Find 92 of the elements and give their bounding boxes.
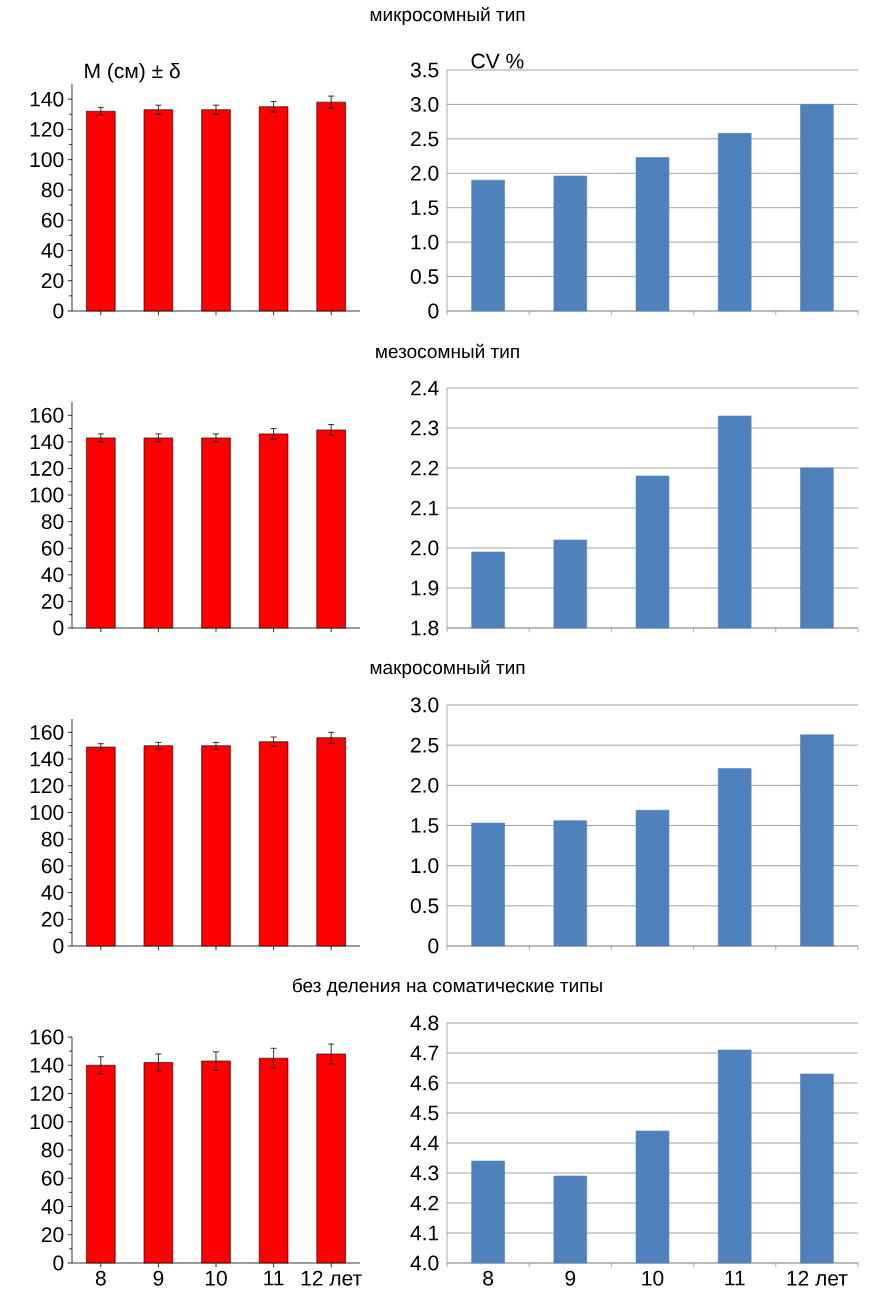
- y-tick-label: 4.7: [410, 1045, 439, 1061]
- x-tick-label: 10: [205, 1270, 227, 1286]
- y-tick-label: 40: [41, 243, 64, 258]
- y-tick-label: 3.5: [410, 62, 439, 78]
- chart-title: макросомный тип: [370, 659, 525, 679]
- bar: [471, 822, 505, 947]
- y-tick-label: 20: [41, 1227, 64, 1243]
- y-tick-label: 40: [41, 885, 64, 901]
- y-tick-label: 3.0: [410, 96, 439, 112]
- y-tick-label: 3.0: [410, 697, 439, 713]
- y-tick-label: 0: [428, 303, 439, 319]
- bar: [800, 104, 834, 312]
- x-tick-label: 8: [95, 1270, 106, 1286]
- y-tick-label: 120: [30, 1086, 64, 1101]
- y-tick-label: 0: [428, 938, 439, 954]
- y-tick-label: 160: [30, 724, 64, 740]
- chart-title: без деления на соматические типы: [292, 978, 602, 996]
- y-tick-label: 60: [41, 540, 64, 556]
- y-tick-label: 2.0: [411, 540, 439, 556]
- y-tick-label: 40: [41, 1199, 64, 1214]
- y-tick-label: 1.8: [411, 620, 439, 636]
- y-tick-label: 140: [30, 1057, 64, 1073]
- bar: [471, 179, 505, 312]
- y-tick-label: 4.8: [410, 1015, 439, 1031]
- x-tick-label: 10: [642, 1270, 664, 1286]
- y-tick-label: 80: [41, 1142, 64, 1158]
- bar: [553, 175, 588, 312]
- x-tick-label: 9: [565, 1270, 576, 1286]
- y-tick-label: 2.4: [411, 380, 439, 396]
- y-tick-label: 0.5: [410, 269, 439, 284]
- y-tick-label: 1.9: [411, 580, 439, 596]
- y-tick-label: 2.0: [411, 777, 439, 793]
- y-tick-label: 20: [41, 273, 64, 289]
- y-tick-label: 80: [41, 182, 64, 198]
- y-tick-label: 4.3: [410, 1165, 439, 1181]
- y-tick-label: 80: [41, 831, 64, 847]
- y-tick-label: 20: [41, 911, 64, 927]
- y-tick-label: 100: [30, 487, 64, 503]
- y-tick-label: 1.0: [411, 234, 439, 250]
- y-tick-label: 1.5: [411, 200, 439, 216]
- y-tick-label: 0: [53, 1255, 64, 1271]
- y-tick-label: 1.0: [411, 858, 439, 874]
- y-tick-label: 80: [41, 514, 64, 530]
- y-tick-label: 2.5: [411, 737, 439, 753]
- y-tick-label: 40: [41, 567, 64, 583]
- bar: [553, 820, 588, 947]
- y-tick-label: 160: [30, 1029, 64, 1045]
- y-axis-title: CV %: [471, 53, 524, 69]
- y-tick-label: 140: [30, 91, 64, 107]
- y-tick-label: 60: [41, 858, 64, 874]
- y-tick-label: 4.1: [410, 1225, 439, 1241]
- y-tick-label: 4.4: [410, 1135, 439, 1151]
- x-tick-label: 9: [153, 1270, 164, 1286]
- y-tick-label: 1.5: [411, 818, 439, 833]
- y-tick-label: 120: [30, 121, 64, 137]
- y-tick-label: 2.0: [411, 165, 439, 181]
- y-tick-label: 2.1: [411, 500, 439, 516]
- chart-title: микросомный тип: [370, 6, 525, 25]
- y-tick-label: 4.2: [410, 1195, 439, 1211]
- y-tick-label: 60: [41, 212, 64, 228]
- y-tick-label: 140: [30, 434, 64, 450]
- y-tick-label: 100: [30, 152, 64, 168]
- bar: [717, 133, 752, 312]
- x-tick-label: 12 лет: [787, 1270, 848, 1286]
- bar: [635, 809, 670, 947]
- y-tick-label: 2.3: [411, 420, 439, 436]
- y-tick-label: 100: [30, 1114, 64, 1130]
- y-tick-label: 0: [53, 620, 64, 636]
- y-tick-label: 0: [53, 303, 64, 319]
- y-tick-label: 4.5: [410, 1105, 439, 1121]
- y-tick-label: 0: [53, 938, 64, 954]
- x-tick-label: 12 лет: [301, 1270, 362, 1286]
- y-tick-label: 140: [30, 751, 64, 767]
- chart-title: мезосомный тип: [376, 343, 519, 359]
- y-tick-label: 100: [30, 805, 64, 820]
- y-tick-label: 120: [30, 778, 64, 794]
- x-tick-label: 11: [725, 1270, 745, 1286]
- y-tick-label: 60: [41, 1170, 64, 1186]
- y-tick-label: 160: [30, 407, 64, 423]
- x-tick-label: 8: [483, 1270, 494, 1286]
- x-tick-label: 11: [264, 1270, 284, 1286]
- y-tick-label: 120: [30, 461, 64, 476]
- bar: [717, 768, 752, 947]
- y-tick-label: 2.5: [411, 131, 439, 147]
- y-tick-label: 20: [41, 593, 64, 609]
- bar: [800, 734, 834, 947]
- y-tick-label: 2.2: [411, 460, 439, 476]
- y-axis-title: М (см) ± δ: [85, 62, 180, 83]
- y-tick-label: 4.6: [410, 1075, 439, 1091]
- bar: [635, 157, 670, 312]
- y-tick-label: 4.0: [410, 1255, 439, 1271]
- y-tick-label: 0.5: [410, 898, 439, 914]
